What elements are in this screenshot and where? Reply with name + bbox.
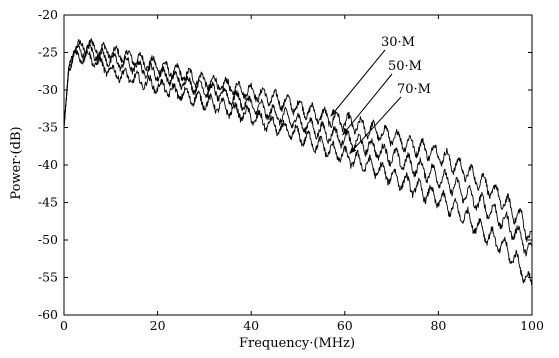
annotation-label-3: 70·M (397, 82, 431, 97)
x-tick-label: 60 (337, 318, 353, 333)
y-tick-label: -40 (38, 157, 58, 172)
y-tick-label: -50 (38, 232, 58, 247)
annotation-arrow-3 (349, 96, 402, 155)
y-tick-label: -55 (38, 270, 58, 285)
plot-layer (63, 14, 533, 316)
y-tick-label: -35 (38, 120, 58, 135)
annotation-arrow-1 (330, 49, 386, 117)
x-tick-label: 20 (150, 318, 166, 333)
series-line-2 (63, 42, 533, 257)
annotation-layer: 30·M 50·M 70·M (330, 35, 431, 155)
y-tick-label: -30 (38, 82, 58, 97)
plot-frame (63, 14, 533, 316)
y-tick-label: -60 (38, 307, 58, 322)
annotation-label-1: 30·M (381, 35, 415, 50)
x-tick-label: 40 (243, 318, 259, 333)
axis-layer: 0 20 40 60 80 100 -20 -25 -30 -35 -40 -45 -50 -55 -60 (38, 7, 544, 333)
annotation-label-2: 50·M (388, 59, 422, 74)
x-tick-label: 80 (430, 318, 446, 333)
y-axis-label: Power·(dB) (9, 126, 24, 199)
x-tick-label: 100 (520, 318, 544, 333)
y-tick-label: -25 (38, 45, 58, 60)
x-axis-label: Frequency·(MHz) (239, 336, 355, 351)
series-layer (63, 38, 533, 286)
x-tick-label: 0 (60, 318, 68, 333)
series-line-3 (63, 49, 533, 286)
annotation-arrow-2 (342, 73, 393, 136)
y-tick-label: -45 (38, 195, 58, 210)
y-tick-label: -20 (38, 7, 58, 22)
series-line-1 (63, 38, 533, 243)
